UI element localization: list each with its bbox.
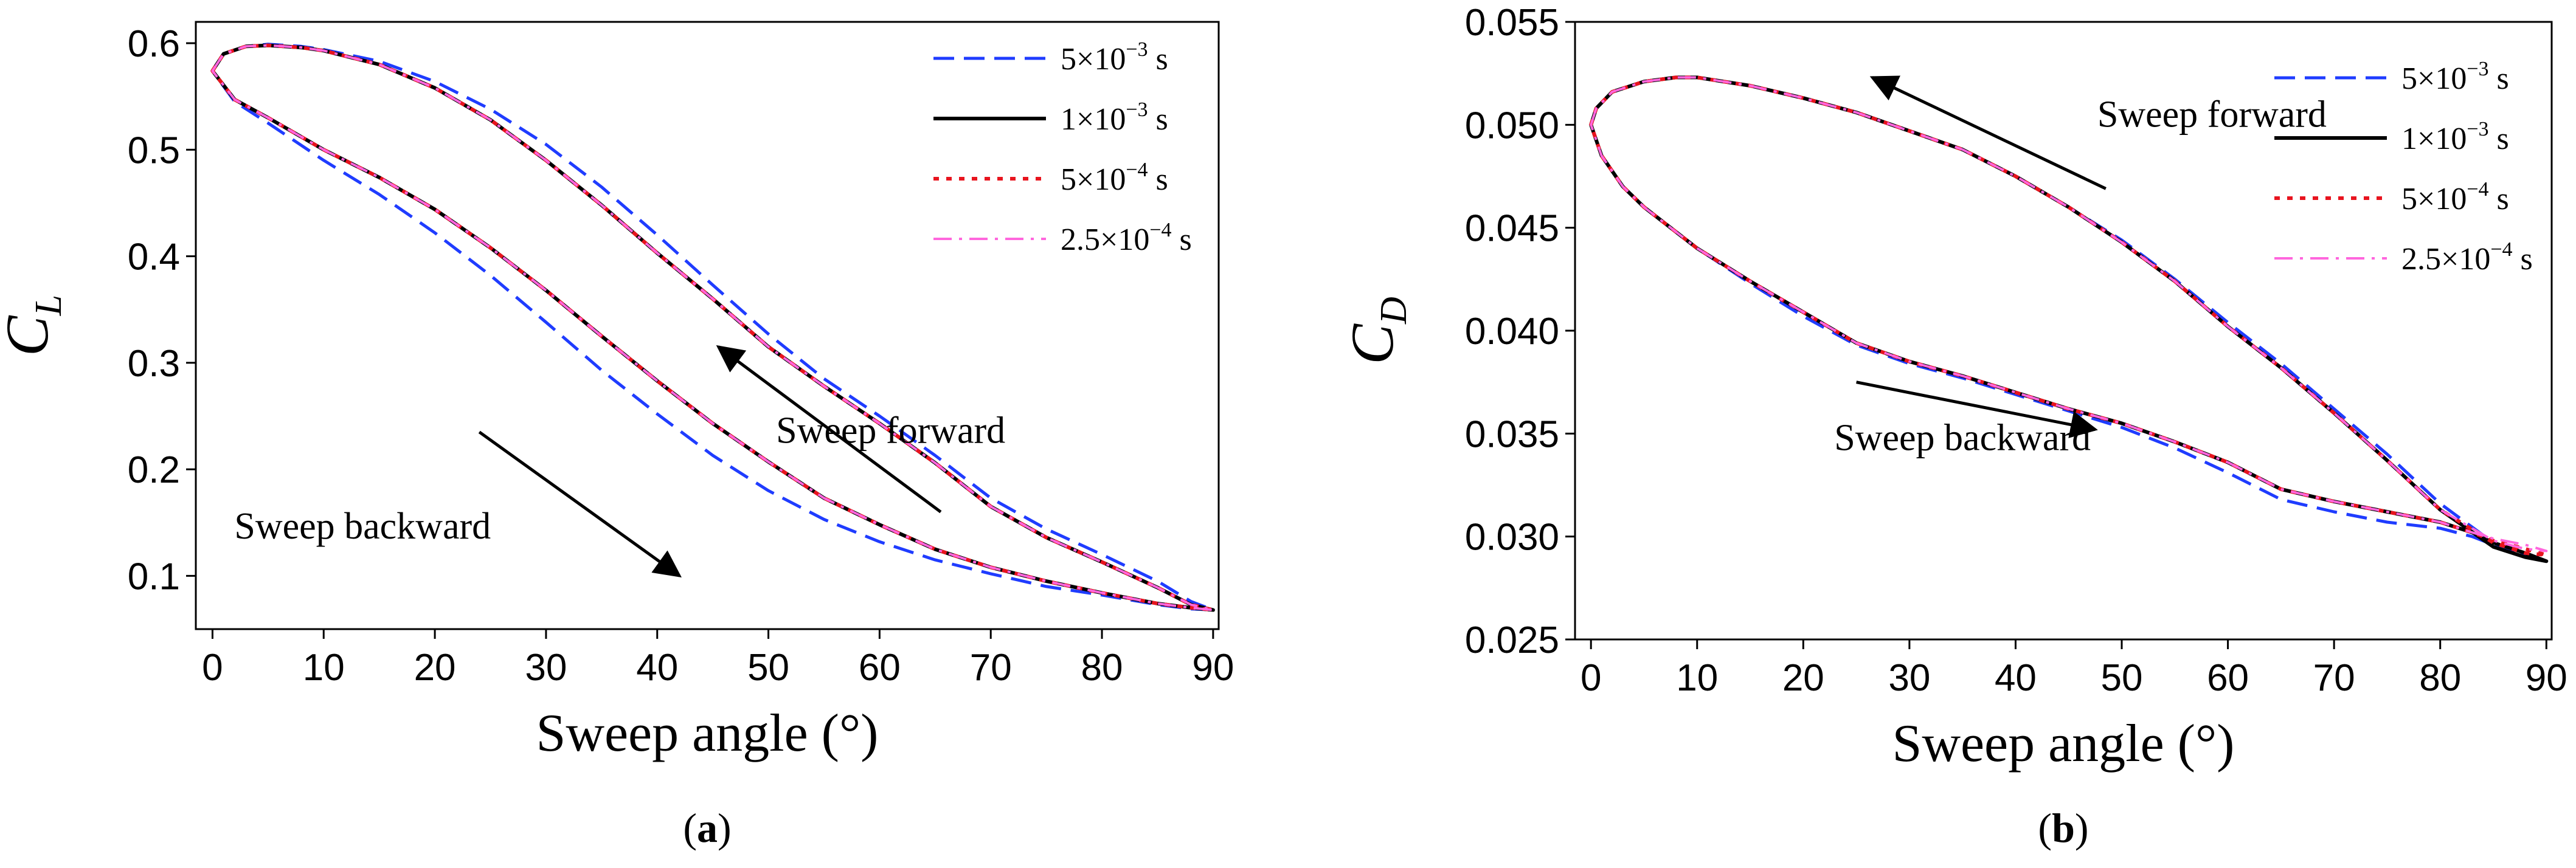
y-tick-label: 0.4 <box>128 236 180 278</box>
annotation-label: Sweep forward <box>2097 94 2327 136</box>
chart-panel-b: 0 10 20 30 40 50 60 70 80 90 0.025 0.030 0.035 0.040 0… <box>1338 2 2567 851</box>
legend-label: 1×10−3 s <box>1061 98 1168 137</box>
series-line-dashed <box>210 43 1215 611</box>
legend-label: 5×10−4 s <box>2401 178 2509 216</box>
y-tick-label: 0.6 <box>128 23 180 65</box>
legend-label: 5×10−3 s <box>1061 38 1168 77</box>
annotation-arrow <box>716 345 942 514</box>
legend-label: 5×10−3 s <box>2401 58 2509 96</box>
y-tick-label: 0.050 <box>1465 105 1559 146</box>
x-tick-label: 90 <box>2526 657 2567 699</box>
x-tick-label: 40 <box>1995 657 2037 699</box>
legend-label: 5×10−4 s <box>1061 159 1168 197</box>
x-tick-label: 20 <box>1782 657 1824 699</box>
y-axis-label: CD <box>1338 297 1414 364</box>
panel-caption: (b) <box>2038 805 2088 851</box>
y-tick-label: 0.5 <box>128 129 180 171</box>
y-tick-label: 0.040 <box>1465 311 1559 353</box>
y-axis-label: CL <box>0 295 69 356</box>
panel-caption: (a) <box>683 805 731 851</box>
x-tick-label: 0 <box>1581 657 1601 699</box>
annotation-label: Sweep backward <box>234 506 491 547</box>
plot-frame <box>1574 21 2553 641</box>
y-axis-label-subscript: D <box>1373 297 1414 325</box>
x-tick-label: 80 <box>2419 657 2461 699</box>
y-tick-label: 0.3 <box>128 343 180 385</box>
x-axis-label: Sweep angle (°) <box>536 704 879 763</box>
x-tick-label: 70 <box>970 647 1012 689</box>
y-tick-label: 0.035 <box>1465 413 1559 455</box>
x-tick-label: 90 <box>1192 647 1234 689</box>
x-tick-label: 10 <box>1676 657 1718 699</box>
x-tick-label: 30 <box>525 647 567 689</box>
x-axis-label: Sweep angle (°) <box>1892 714 2235 773</box>
annotation-arrow <box>1856 381 2098 438</box>
chart-panel-a: 0 10 20 30 40 50 60 70 80 90 0.1 0.2 0.3 0.4 0.5 0.6 Swe… <box>0 21 1234 851</box>
legend: 5×10−3 s 1×10−3 s 5×10−4 s 2.5×10−4 s <box>933 38 1192 257</box>
x-tick-label: 70 <box>2313 657 2355 699</box>
annotation-label: Sweep backward <box>1834 417 2091 458</box>
x-tick-label: 80 <box>1081 647 1123 689</box>
x-tick-label: 50 <box>2101 657 2143 699</box>
x-tick-label: 10 <box>303 647 345 689</box>
legend-label: 1×10−3 s <box>2401 118 2509 156</box>
series-line-dashdot <box>1590 76 2548 553</box>
y-tick-label: 0.030 <box>1465 517 1559 559</box>
y-tick-label: 0.025 <box>1465 619 1559 661</box>
annotation-arrow <box>1869 75 2107 190</box>
x-tick-label: 50 <box>747 647 789 689</box>
y-tick-label: 0.055 <box>1465 2 1559 44</box>
x-tick-label: 20 <box>414 647 456 689</box>
y-axis-label-subscript: L <box>28 295 69 316</box>
plot-frame <box>195 21 1220 630</box>
legend: 5×10−3 s 1×10−3 s 5×10−4 s 2.5×10−4 s <box>2274 58 2533 277</box>
annotation-arrow <box>478 430 682 577</box>
y-tick-label: 0.1 <box>128 556 180 598</box>
legend-label: 2.5×10−4 s <box>2401 238 2533 277</box>
series-line-dashdot <box>211 44 1214 611</box>
x-tick-label: 0 <box>202 647 223 689</box>
legend-label: 2.5×10−4 s <box>1061 219 1192 257</box>
x-tick-label: 40 <box>636 647 678 689</box>
x-tick-label: 30 <box>1888 657 1930 699</box>
y-tick-label: 0.2 <box>128 449 180 491</box>
x-tick-label: 60 <box>859 647 901 689</box>
x-tick-label: 60 <box>2207 657 2249 699</box>
y-tick-label: 0.045 <box>1465 208 1559 250</box>
